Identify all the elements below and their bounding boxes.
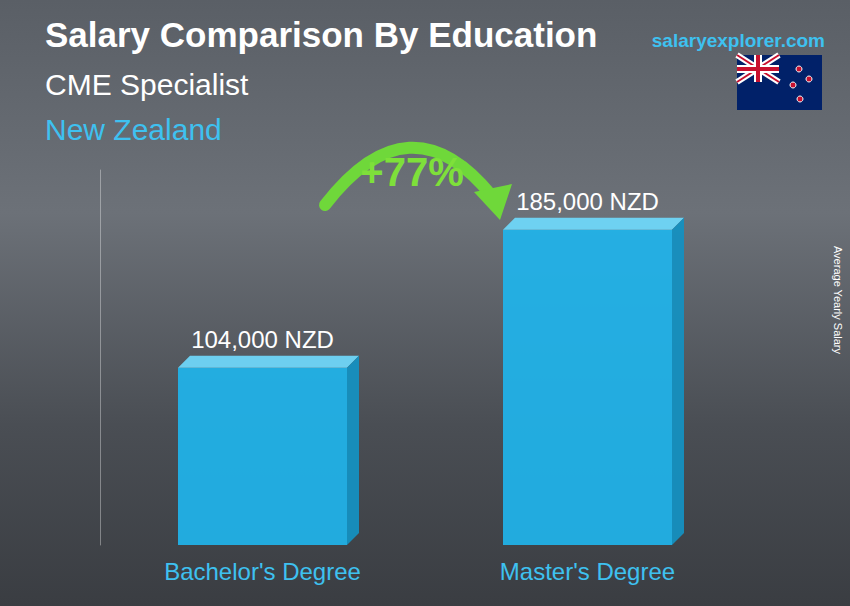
svg-text:CME Specialist: CME Specialist: [45, 68, 249, 101]
svg-text:salaryexplorer.com: salaryexplorer.com: [652, 30, 825, 51]
svg-text:New Zealand: New Zealand: [45, 113, 222, 146]
svg-text:Bachelor's Degree: Bachelor's Degree: [164, 558, 361, 585]
svg-text:Master's Degree: Master's Degree: [500, 558, 675, 585]
svg-text:185,000 NZD: 185,000 NZD: [516, 188, 659, 215]
svg-text:Salary Comparison By Education: Salary Comparison By Education: [45, 15, 597, 54]
svg-text:104,000 NZD: 104,000 NZD: [191, 326, 334, 353]
svg-text:Average Yearly Salary: Average Yearly Salary: [832, 246, 844, 355]
svg-text:+77%: +77%: [360, 150, 463, 194]
